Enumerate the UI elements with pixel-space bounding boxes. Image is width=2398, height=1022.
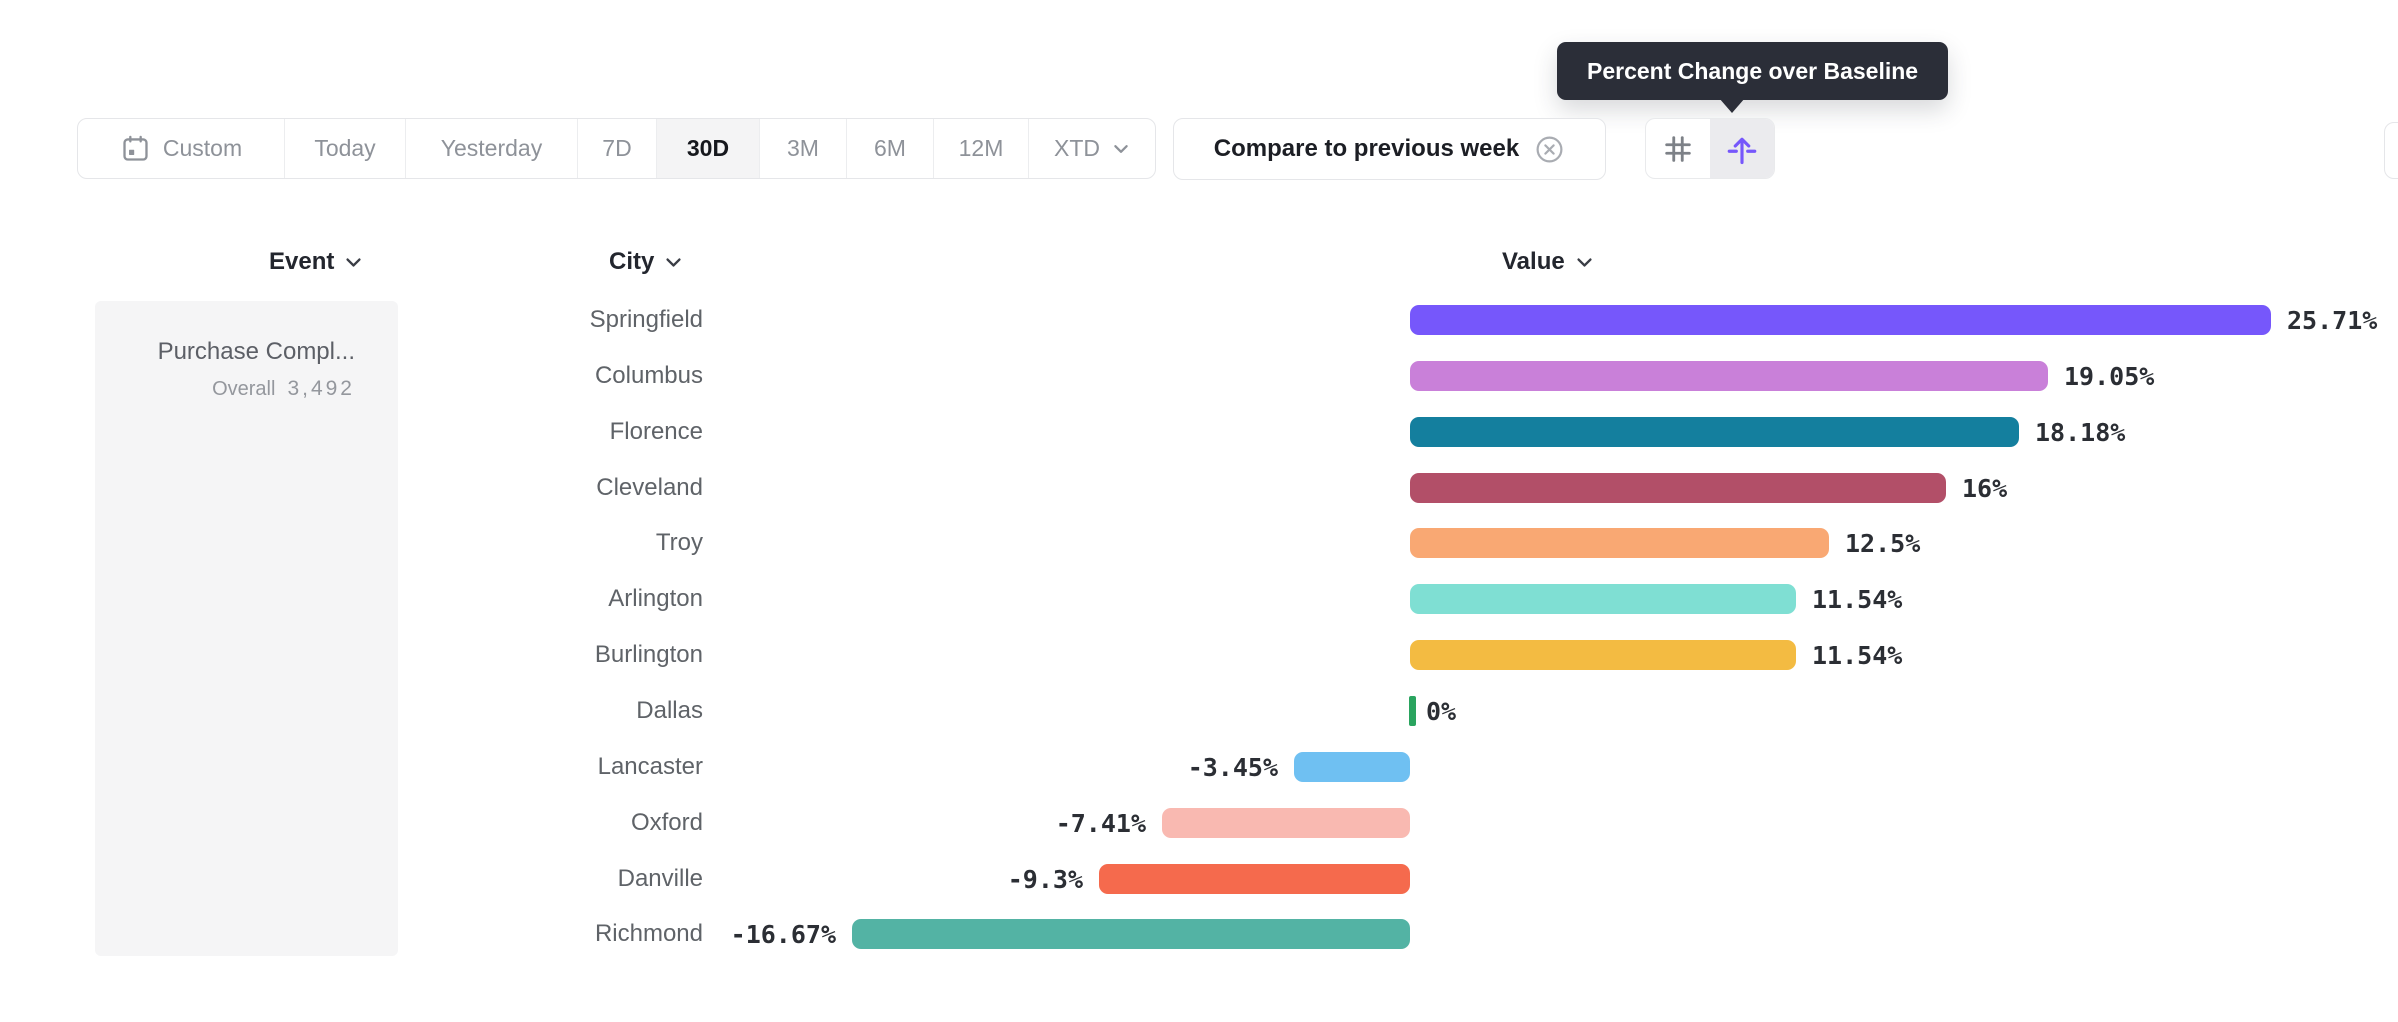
date-range-label: 3M	[787, 135, 819, 161]
city-label: Florence	[609, 418, 703, 445]
column-header-label: Value	[1502, 248, 1565, 275]
column-header-value[interactable]: Value	[1502, 248, 1594, 276]
tooltip-caret	[1719, 98, 1745, 113]
bar-value-label: 11.54%	[1812, 585, 1903, 614]
date-range-label: 12M	[958, 135, 1004, 161]
date-range-6m[interactable]: 6M	[847, 119, 934, 178]
city-label: Troy	[655, 529, 703, 556]
date-range-xtd[interactable]: XTD	[1029, 119, 1155, 178]
city-label: Cleveland	[596, 474, 703, 501]
event-metric-value: 3,492	[287, 377, 355, 400]
column-header-label: City	[609, 248, 655, 275]
value-display-toggle	[1645, 118, 1775, 179]
city-label: Burlington	[594, 641, 703, 668]
compare-label: Compare to previous week	[1213, 135, 1520, 162]
column-header-label: Event	[269, 248, 335, 275]
bar-value-label: 16%	[1962, 474, 2008, 503]
bar-lancaster[interactable]	[1294, 752, 1410, 782]
column-header-event[interactable]: Event	[269, 248, 363, 276]
date-range-30d-active[interactable]: 30D	[657, 119, 760, 178]
bar-value-label: 18.18%	[2035, 418, 2126, 447]
toggle-percent-change-baseline[interactable]	[1710, 119, 1774, 178]
bar-oxford[interactable]	[1162, 808, 1410, 838]
bar-arlington[interactable]	[1410, 584, 1796, 614]
toggle-absolute-values[interactable]	[1646, 119, 1710, 178]
circled-x-icon[interactable]	[1534, 134, 1565, 165]
chevron-down-icon	[1114, 144, 1128, 153]
city-label: Dallas	[636, 697, 703, 724]
event-metric-label: Overall	[212, 378, 276, 400]
bar-danville[interactable]	[1099, 864, 1410, 894]
bar-value-label: 12.5%	[1845, 529, 1921, 558]
bar-columbus[interactable]	[1410, 361, 2048, 391]
date-range-12m[interactable]: 12M	[934, 119, 1029, 178]
column-header-city[interactable]: City	[609, 248, 683, 276]
city-label: Oxford	[630, 809, 703, 836]
date-range-label: 6M	[874, 135, 906, 161]
hash-grid-icon	[1665, 135, 1691, 162]
city-label: Columbus	[594, 362, 703, 389]
bar-cleveland[interactable]	[1410, 473, 1946, 503]
chevron-down-icon	[1577, 257, 1592, 267]
bar-springfield[interactable]	[1410, 305, 2271, 335]
date-range-label: 7D	[602, 135, 632, 161]
calendar-icon	[123, 135, 148, 161]
city-label: Richmond	[594, 920, 703, 947]
city-label: Arlington	[608, 585, 703, 612]
event-name: Purchase Compl...	[157, 338, 355, 365]
bar-burlington[interactable]	[1410, 640, 1796, 670]
date-range-toolbar: Custom Today Yesterday 7D 30D 3M 6M 12M …	[77, 118, 1156, 179]
date-range-today[interactable]: Today	[285, 119, 406, 178]
date-range-7d[interactable]: 7D	[578, 119, 657, 178]
date-range-label: 30D	[686, 135, 730, 161]
compare-to-previous-week-button[interactable]: Compare to previous week	[1173, 118, 1606, 180]
tooltip: Percent Change over Baseline	[1557, 42, 1949, 100]
bar-value-label: -9.3%	[1007, 865, 1083, 894]
date-range-label: Yesterday	[440, 135, 543, 161]
event-panel[interactable]: Purchase Compl... Overall 3,492	[95, 301, 398, 956]
city-label: Danville	[617, 865, 703, 892]
date-range-yesterday[interactable]: Yesterday	[406, 119, 578, 178]
bar-troy[interactable]	[1410, 528, 1829, 558]
bar-value-label: -7.41%	[1055, 809, 1146, 838]
bar-dallas[interactable]	[1409, 696, 1416, 726]
bar-richmond[interactable]	[852, 919, 1410, 949]
city-label: Springfield	[589, 306, 703, 333]
bar-florence[interactable]	[1410, 417, 2019, 447]
edge-cutoff-button[interactable]	[2384, 122, 2398, 179]
baseline-arrow-icon	[1727, 137, 1757, 164]
date-range-label: Today	[314, 135, 376, 161]
bar-value-label: 19.05%	[2064, 362, 2155, 391]
event-metric: Overall 3,492	[115, 377, 355, 401]
bar-value-label: 0%	[1426, 697, 1457, 726]
bar-value-label: 11.54%	[1812, 641, 1903, 670]
city-label: Lancaster	[597, 753, 703, 780]
chevron-down-icon	[666, 257, 681, 267]
bar-value-label: 25.71%	[2287, 306, 2378, 335]
bar-value-label: -3.45%	[1187, 753, 1278, 782]
date-range-label: Custom	[162, 135, 243, 161]
bar-value-label: -16.67%	[730, 920, 836, 949]
chevron-down-icon	[346, 257, 361, 267]
date-range-label: XTD	[1054, 135, 1100, 161]
date-range-custom[interactable]: Custom	[78, 119, 285, 178]
date-range-3m[interactable]: 3M	[760, 119, 847, 178]
